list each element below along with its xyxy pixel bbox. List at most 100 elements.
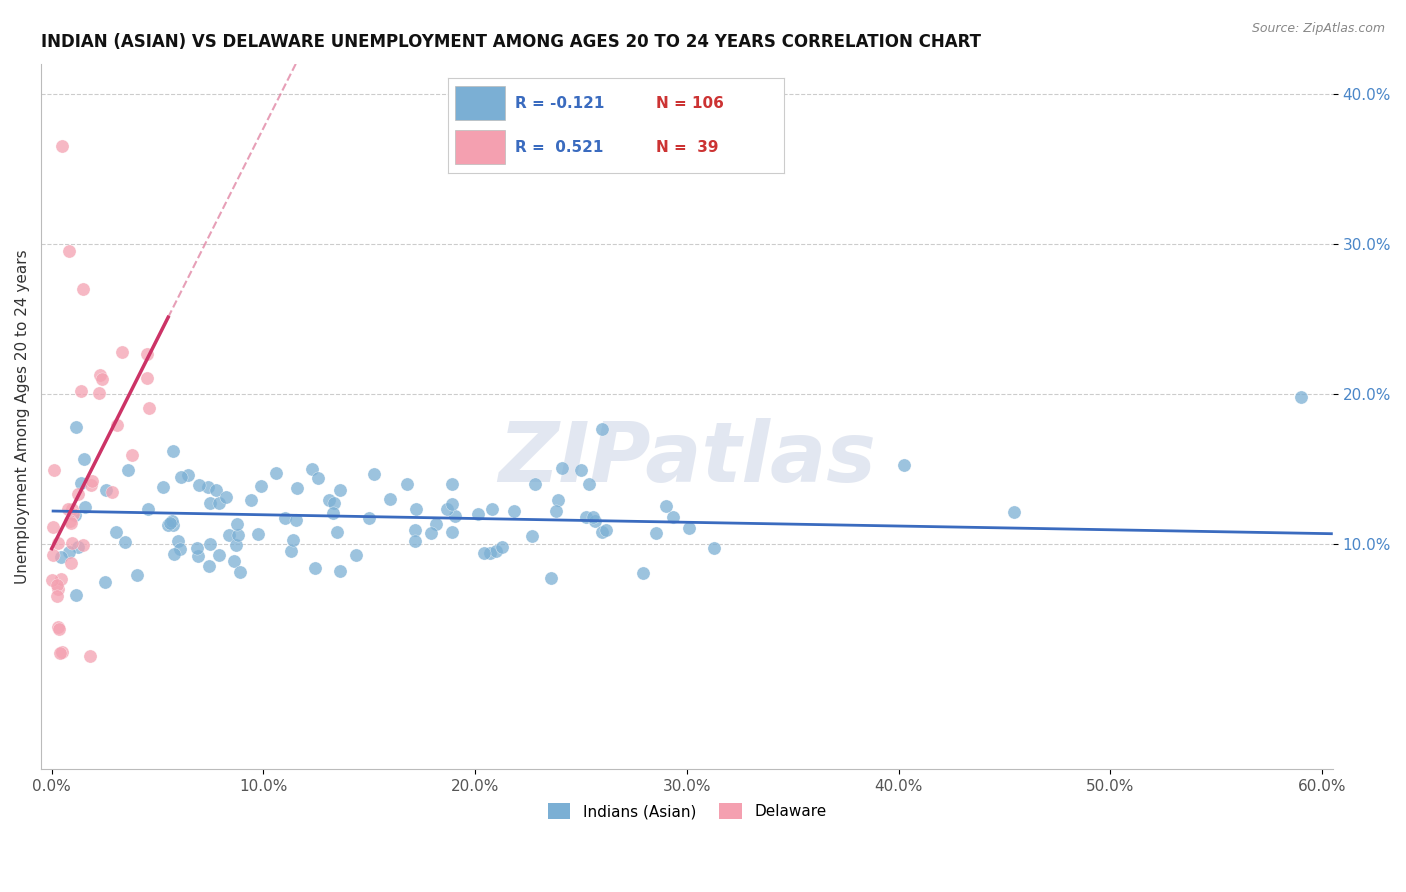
Point [125, 568, 148, 582]
Point [249, 478, 271, 492]
Point [378, 492, 401, 507]
Point [419, 525, 441, 540]
Point [94, 574, 117, 589]
Point [117, 463, 139, 477]
Point [281, 533, 304, 548]
Point [51, 645, 73, 659]
Point [523, 477, 546, 491]
Point [90, 372, 112, 386]
Point [440, 524, 463, 539]
Point [65, 508, 87, 522]
Point [136, 370, 159, 384]
Point [156, 518, 179, 533]
Point [111, 345, 134, 359]
Point [87, 385, 110, 400]
Point [46, 582, 69, 596]
Point [491, 540, 513, 554]
Point [60, 535, 83, 549]
Point [58, 545, 80, 559]
Point [441, 477, 464, 491]
Point [404, 523, 426, 537]
Point [645, 526, 668, 541]
Point [540, 571, 562, 585]
Text: Source: ZipAtlas.com: Source: ZipAtlas.com [1251, 22, 1385, 36]
Point [322, 506, 344, 520]
Point [1002, 505, 1025, 519]
Point [79, 649, 101, 664]
Point [163, 547, 186, 561]
Point [322, 496, 344, 510]
Point [575, 510, 598, 524]
Point [578, 477, 600, 491]
Point [198, 495, 221, 509]
Point [100, 484, 122, 499]
Point [160, 514, 183, 528]
Point [177, 467, 200, 482]
Point [503, 504, 526, 518]
Y-axis label: Unemployment Among Ages 20 to 24 years: Unemployment Among Ages 20 to 24 years [15, 249, 30, 583]
Point [344, 548, 367, 562]
Point [595, 523, 617, 537]
Point [550, 460, 572, 475]
Point [96, 483, 118, 497]
Point [105, 524, 128, 539]
Text: INDIAN (ASIAN) VS DELAWARE UNEMPLOYMENT AMONG AGES 20 TO 24 YEARS CORRELATION CH: INDIAN (ASIAN) VS DELAWARE UNEMPLOYMENT … [41, 33, 981, 51]
Point [187, 549, 209, 563]
Point [520, 529, 543, 543]
Point [444, 508, 467, 523]
Point [42, 463, 65, 477]
Point [357, 510, 380, 524]
Point [48, 623, 70, 637]
Point [224, 554, 246, 568]
Point [208, 548, 231, 562]
Point [60, 502, 83, 516]
Text: ZIPatlas: ZIPatlas [498, 418, 876, 500]
Point [187, 478, 209, 492]
Point [73, 500, 96, 514]
Point [239, 492, 262, 507]
Point [159, 516, 181, 530]
Point [308, 471, 330, 485]
Point [152, 479, 174, 493]
Point [208, 495, 231, 509]
Point [662, 509, 685, 524]
Point [479, 546, 502, 560]
Point [138, 401, 160, 415]
Point [569, 462, 592, 476]
Point [329, 483, 352, 497]
Point [326, 525, 349, 540]
Point [436, 501, 458, 516]
Point [170, 469, 193, 483]
Point [166, 533, 188, 548]
Point [46, 590, 69, 604]
Point [544, 504, 567, 518]
Point [121, 448, 143, 462]
Legend: Indians (Asian), Delaware: Indians (Asian), Delaware [541, 797, 832, 825]
Point [225, 538, 247, 552]
Point [363, 467, 385, 482]
Point [65, 588, 87, 602]
Point [46, 535, 69, 549]
Point [304, 561, 326, 575]
Point [591, 525, 613, 540]
Point [205, 483, 228, 497]
Point [72, 538, 94, 552]
Point [198, 558, 221, 573]
Point [66, 541, 89, 555]
Point [218, 528, 240, 542]
Point [51, 550, 73, 565]
Point [59, 514, 82, 528]
Point [51, 139, 73, 153]
Point [162, 517, 184, 532]
Point [135, 346, 157, 360]
Point [678, 521, 700, 535]
Point [318, 493, 340, 508]
Point [215, 490, 238, 504]
Point [425, 517, 447, 532]
Point [186, 541, 208, 555]
Point [105, 418, 128, 433]
Point [226, 528, 249, 542]
Point [893, 458, 915, 473]
Point [655, 500, 678, 514]
Point [591, 422, 613, 436]
